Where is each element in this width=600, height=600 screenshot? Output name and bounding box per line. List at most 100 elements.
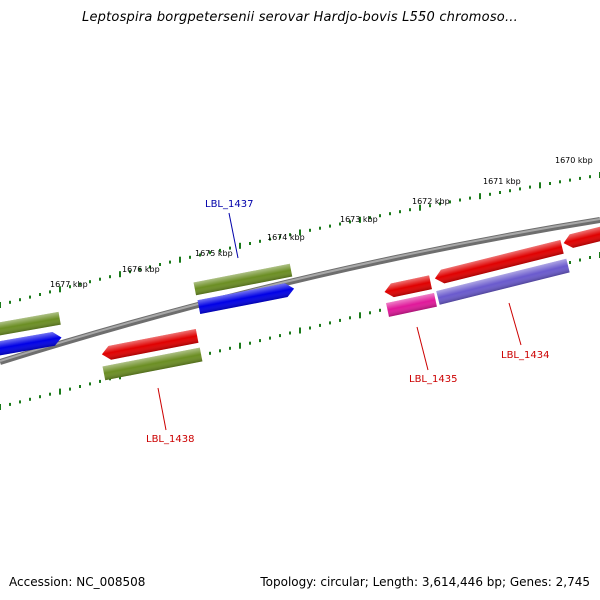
gene-feature-lbl-1437[interactable] [193,263,293,296]
tick-label: 1673 kbp [340,215,378,224]
minor-tick [199,253,201,257]
minor-tick [69,285,71,289]
minor-tick [489,192,491,196]
minor-tick [189,255,191,259]
minor-tick [9,402,11,406]
minor-tick [69,387,71,391]
leader-line [416,326,429,371]
minor-tick [579,176,581,180]
minor-tick [89,280,91,284]
gene-feature[interactable] [562,224,600,250]
minor-tick [529,185,531,189]
minor-tick [389,212,391,216]
minor-tick [29,397,31,401]
gene-feature[interactable] [197,282,296,315]
minor-tick [99,277,101,281]
minor-tick [339,318,341,322]
minor-tick [329,321,331,325]
minor-tick [229,246,231,250]
minor-tick [29,295,31,299]
minor-tick [319,323,321,327]
minor-tick [259,339,261,343]
minor-tick [139,267,141,271]
minor-tick [349,316,351,320]
minor-tick [9,300,11,304]
minor-tick [519,187,521,191]
minor-tick [269,336,271,340]
gene-label[interactable]: LBL_1435 [409,374,457,385]
minor-tick [589,175,591,179]
tick-label: 1670 kbp [555,156,593,165]
minor-tick [499,191,501,194]
major-tick [299,229,301,236]
genome-stats: Topology: circular; Length: 3,614,446 bp… [260,575,590,589]
leader-line [228,212,239,259]
minor-tick [19,298,21,302]
minor-tick [279,334,281,338]
minor-tick [219,349,221,353]
minor-tick [339,222,341,226]
major-tick [479,193,481,200]
tick-label: 1676 kbp [122,265,160,274]
major-tick [0,302,1,308]
leader-line [157,387,167,431]
minor-tick [549,182,551,185]
minor-tick [209,351,211,355]
major-tick [119,271,121,278]
gene-label[interactable]: LBL_1434 [501,350,549,361]
gene-feature[interactable] [433,239,564,285]
gene-label[interactable]: LBL_1438 [146,434,194,445]
gene-labels: LBL_1437 LBL_1438 LBL_1435 LBL_1434 [146,199,549,445]
gene-feature-lbl-1438[interactable] [102,347,203,381]
backbone [0,217,600,365]
major-tick [179,256,181,263]
gene-feature[interactable] [383,275,432,298]
gene-label[interactable]: LBL_1437 [205,199,253,210]
minor-tick [39,293,41,296]
tick-label: 1677 kbp [50,280,88,289]
minor-tick [39,395,41,399]
major-tick [0,404,1,410]
minor-tick [109,275,111,279]
minor-tick [79,385,81,388]
minor-tick [289,331,291,335]
minor-tick [409,208,411,212]
minor-tick [49,290,51,294]
minor-tick [309,326,311,330]
minor-tick [449,200,451,204]
minor-tick [309,228,311,232]
gene-feature[interactable] [101,328,199,361]
minor-tick [19,400,21,404]
minor-tick [349,220,351,224]
gene-feature-lbl-1434[interactable] [436,258,570,305]
minor-tick [559,180,561,184]
gene-feature-lbl-1435[interactable] [386,292,437,317]
minor-tick [369,216,371,220]
minor-tick [509,189,511,193]
minor-tick [219,248,221,252]
outer-tick-ring [0,172,600,308]
minor-tick [259,239,261,243]
gene-feature[interactable] [0,311,61,337]
gene-feature[interactable] [0,331,63,357]
major-tick [359,216,361,223]
minor-tick [279,235,281,239]
leader-line [508,302,522,346]
minor-tick [319,226,321,230]
major-tick [239,242,241,249]
minor-tick [289,233,291,237]
minor-tick [429,204,431,208]
tick-label: 1674 kbp [267,233,305,242]
minor-tick [569,178,571,182]
minor-tick [269,237,271,241]
minor-tick [149,265,151,269]
minor-tick [439,202,441,206]
minor-tick [169,260,171,264]
minor-tick [469,196,471,200]
map-title: Leptospira borgpetersenii serovar Hardjo… [82,10,518,25]
tick-label: 1675 kbp [195,249,233,258]
major-tick [59,388,61,395]
major-tick [539,182,541,189]
minor-tick [329,224,331,228]
minor-tick [159,263,161,266]
